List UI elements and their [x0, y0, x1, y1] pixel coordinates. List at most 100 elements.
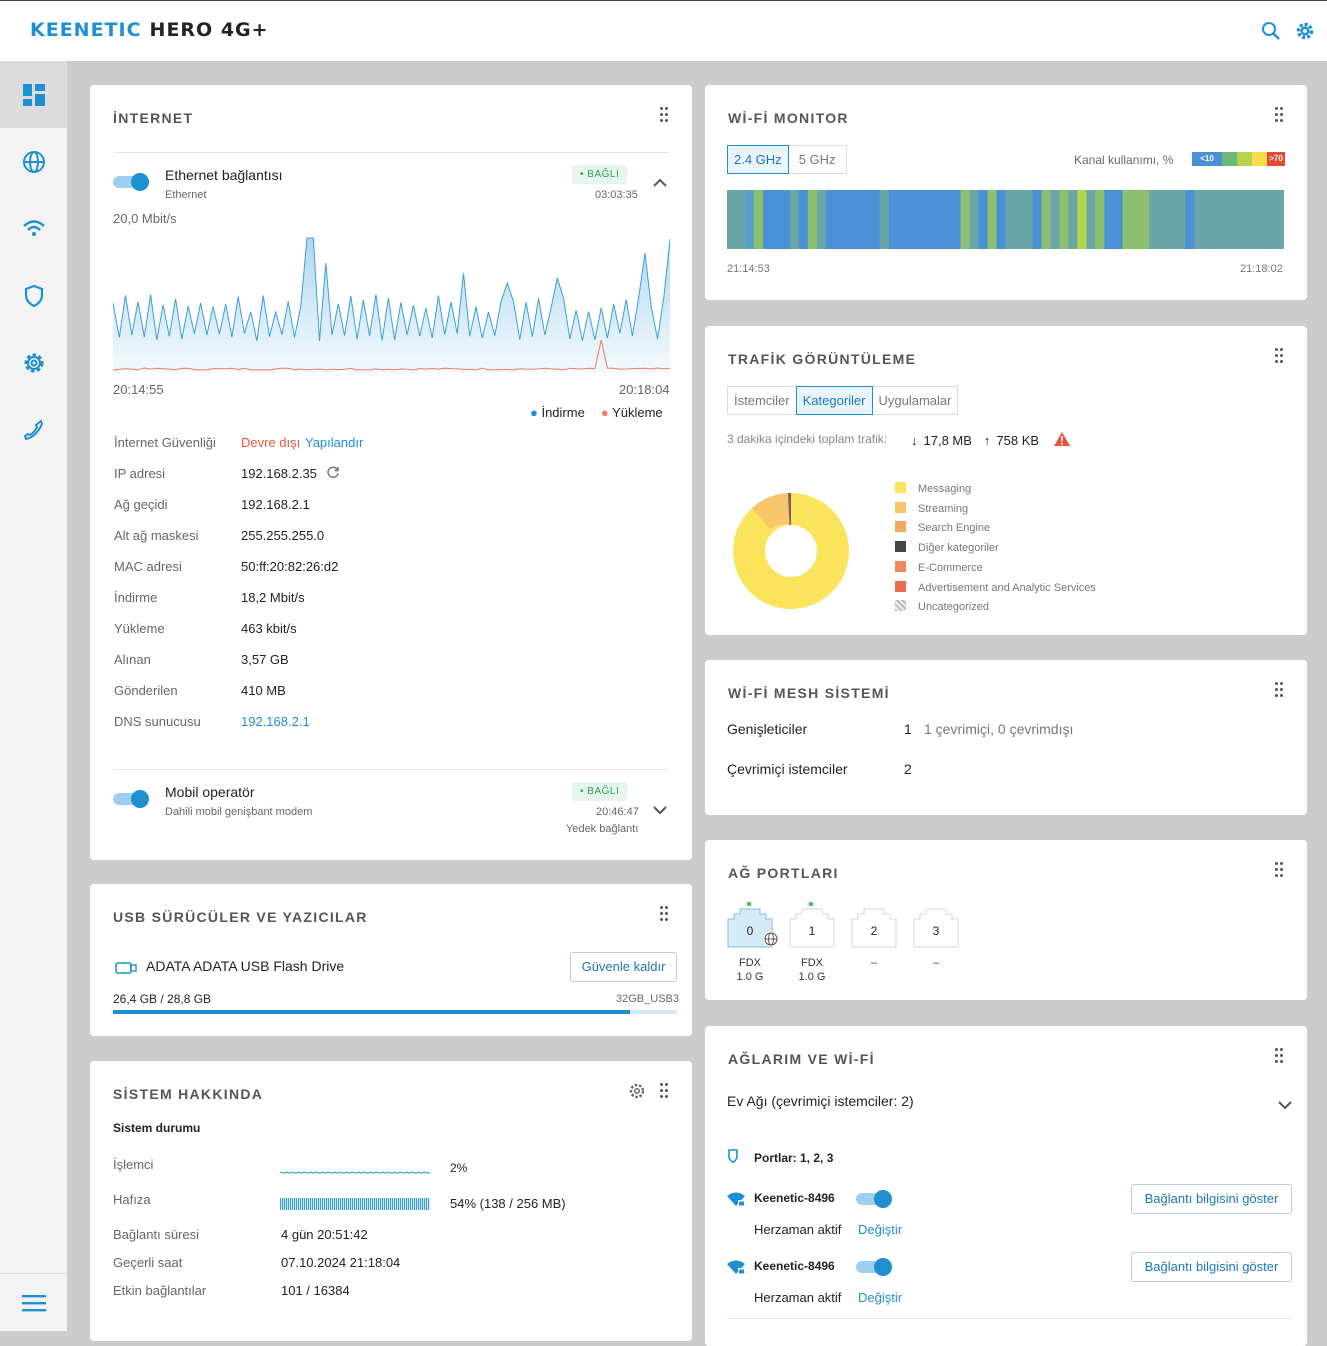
heatmap-cell [1068, 190, 1078, 249]
sidebar-item-wifi[interactable] [0, 195, 67, 262]
wifi-toggle[interactable] [856, 1190, 892, 1208]
sidebar-item-dashboard[interactable] [0, 61, 67, 128]
tab-categories[interactable]: Kategoriler [795, 386, 873, 415]
port-number: 1 [808, 924, 816, 938]
tab-2-4ghz[interactable]: 2.4 GHz [727, 145, 789, 174]
heatmap-cell [1032, 190, 1042, 249]
heatmap-cell [789, 190, 800, 249]
chevron-up-icon[interactable] [653, 175, 667, 193]
heatmap-cell [879, 190, 890, 249]
heatmap-cell [1149, 190, 1159, 249]
mesh-card: Wİ-Fİ MESH SİSTEMİ Genişleticiler 1 1 çe… [705, 660, 1307, 815]
extenders-label: Genişleticiler [727, 721, 808, 737]
heatmap-cell [1158, 190, 1168, 249]
drag-handle-icon[interactable] [1275, 107, 1283, 123]
search-icon[interactable] [1261, 21, 1281, 46]
heatmap-cell [780, 190, 791, 249]
wifi-ssid: Keenetic-8496 [754, 1191, 835, 1205]
heatmap-cell [1266, 190, 1276, 249]
heatmap-cell [1239, 190, 1249, 249]
port-number: 0 [746, 924, 754, 938]
drag-handle-icon[interactable] [660, 906, 668, 922]
heatmap-cell [1014, 190, 1024, 249]
eject-button[interactable]: Güvenle kaldır [570, 952, 677, 982]
legend-swatch [895, 600, 906, 612]
drag-handle-icon[interactable] [1275, 1048, 1283, 1064]
port-speed: 1.0 G [798, 971, 826, 983]
heatmap-cell [933, 190, 944, 249]
port-duplex: – [932, 957, 940, 969]
home-network-title[interactable]: Ev Ağı (çevrimiçi istemciler: 2) [727, 1093, 914, 1109]
heatmap-cell [969, 190, 980, 249]
legend-item: Messaging [895, 482, 971, 495]
legend-item: E-Commerce [895, 560, 983, 574]
sidebar-item-settings[interactable] [0, 329, 67, 396]
sidebar-item-phone[interactable] [0, 396, 67, 463]
info-row-value: 410 MB [241, 683, 286, 698]
sidebar-item-internet[interactable] [0, 128, 67, 195]
wifi-toggle[interactable] [856, 1258, 892, 1276]
legend-swatch [895, 501, 906, 513]
port-3[interactable]: 3 [913, 902, 959, 948]
security-configure-link[interactable]: Yapılandır [305, 435, 364, 450]
ports-card: AĞ PORTLARI 0 FDX 1.0 G 1 FDX 1.0 G 2 – … [705, 840, 1307, 1000]
drag-handle-icon[interactable] [1275, 862, 1283, 878]
heatmap-cell [762, 190, 773, 249]
chevron-down-icon[interactable] [1278, 1097, 1292, 1115]
menu-button[interactable] [0, 1273, 67, 1331]
card-title: TRAFİK GÖRÜNTÜLEME [728, 351, 917, 367]
online-clients-label: Çevrimiçi istemciler [727, 761, 848, 777]
heatmap-cell [987, 190, 998, 249]
heatmap-cell [915, 190, 926, 249]
card-title: İNTERNET [113, 110, 194, 126]
heatmap-cell [1050, 190, 1060, 249]
connection-info-button[interactable]: Bağlantı bilgisini göster [1131, 1252, 1292, 1282]
info-row-value: 192.168.2.1 [241, 497, 310, 512]
wifi-change-link[interactable]: Değiştir [858, 1222, 903, 1237]
port-0[interactable]: 0 [727, 902, 779, 948]
heatmap-cell [1059, 190, 1069, 249]
port-1[interactable]: 1 [789, 902, 835, 948]
legend-swatch [895, 521, 906, 533]
sidebar-item-security[interactable] [0, 262, 67, 329]
heatmap-cell [816, 190, 827, 249]
networks-card: AĞLARIM VE Wİ-Fİ Ev Ağı (çevrimiçi istem… [705, 1026, 1307, 1346]
sidebar [0, 61, 67, 1331]
cpu-value: 2% [450, 1161, 468, 1175]
gear-icon [24, 353, 43, 372]
extenders-status-link[interactable]: 1 çevrimiçi, 0 çevrimdışı [924, 721, 1074, 737]
drag-handle-icon[interactable] [1275, 348, 1283, 364]
system-row-label: Bağlantı süresi [113, 1227, 199, 1242]
wifi-monitor-card: Wİ-Fİ MONITOR 2.4 GHz 5 GHz Kanal kullan… [705, 85, 1307, 300]
ethernet-port-icon [789, 908, 835, 948]
tab-applications[interactable]: Uygulamalar [871, 386, 959, 415]
mobile-toggle[interactable] [113, 790, 149, 808]
ethernet-toggle[interactable] [113, 173, 149, 191]
dns-value[interactable]: 192.168.2.1 [241, 714, 310, 729]
memory-value: 54% (138 / 256 MB) [450, 1196, 566, 1211]
drag-handle-icon[interactable] [1275, 682, 1283, 698]
drag-handle-icon[interactable] [660, 107, 668, 123]
port-2[interactable]: 2 [851, 902, 897, 948]
drag-handle-icon[interactable] [660, 1083, 668, 1099]
ethernet-port-icon [727, 1149, 739, 1168]
cpu-label: İşlemci [113, 1157, 154, 1172]
dns-label: DNS sunucusu [114, 714, 201, 729]
tab-clients[interactable]: İstemciler [727, 386, 797, 415]
logo[interactable]: KEENETIC HERO 4G+ [30, 19, 269, 41]
gear-icon[interactable] [1295, 21, 1315, 46]
warning-icon[interactable] [1053, 431, 1071, 450]
wifi-change-link[interactable]: Değiştir [858, 1290, 903, 1305]
card-title: AĞLARIM VE Wİ-Fİ [728, 1051, 875, 1067]
refresh-icon[interactable] [326, 465, 340, 484]
ethernet-name: Ethernet bağlantısı [165, 167, 283, 183]
port-duplex: – [870, 957, 878, 969]
heatmap-cell [834, 190, 845, 249]
chevron-down-icon[interactable] [653, 802, 667, 820]
status-badge: BAĞLI [572, 165, 628, 184]
connection-info-button[interactable]: Bağlantı bilgisini göster [1131, 1184, 1292, 1214]
info-row-label: Ağ geçidi [114, 497, 168, 512]
tab-5ghz[interactable]: 5 GHz [787, 145, 847, 174]
ports-label: Portlar: 1, 2, 3 [754, 1151, 834, 1165]
gear-icon[interactable] [629, 1083, 645, 1104]
